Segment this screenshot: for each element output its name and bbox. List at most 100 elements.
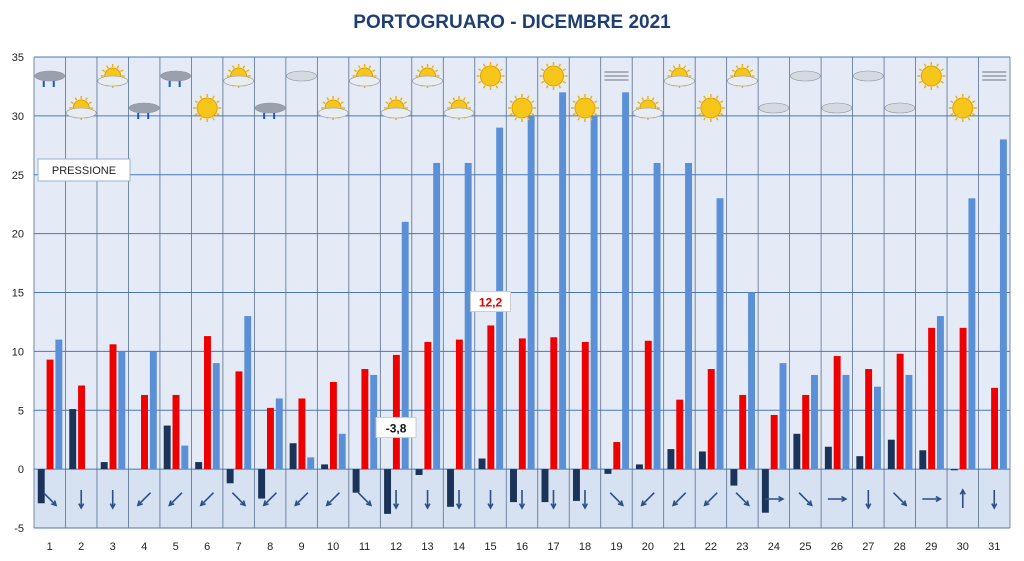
x-tick-label: 16 [516, 541, 528, 553]
bar-max-temp [424, 341, 432, 470]
sun-ray [216, 100, 220, 104]
cloud-shape [758, 102, 790, 114]
sun-ray [655, 101, 659, 105]
sun-ray [971, 100, 976, 104]
sun-ray [703, 95, 707, 99]
sun-ray [495, 63, 499, 67]
sun-ray [668, 69, 673, 73]
x-tick-label: 26 [831, 541, 843, 553]
x-tick-label: 10 [327, 541, 339, 553]
x-tick-label: 29 [925, 541, 937, 553]
bar-pressure [748, 292, 755, 470]
bar-max-temp [266, 407, 274, 470]
wind-arrow-head [51, 500, 58, 507]
x-tick-label: 14 [453, 541, 465, 553]
sun-ray [923, 85, 927, 89]
cloud-shape [160, 70, 191, 82]
sun-disc [511, 97, 533, 119]
sun-ray [955, 117, 958, 121]
sun-ray [918, 80, 923, 84]
sun-ray [967, 95, 971, 99]
sun-ray [531, 100, 535, 104]
x-tick-label: 1 [47, 541, 53, 553]
weather-sun-cloud-icon [349, 64, 380, 88]
bar-pressure [936, 316, 944, 470]
annotation-label: -3,8 [386, 421, 407, 435]
wind-arrow-head [671, 500, 679, 507]
wind-arrow-shaft [798, 492, 813, 506]
wind-arrow-head [168, 500, 175, 507]
cloud-shape [223, 75, 254, 87]
bar-max-temp [204, 336, 211, 470]
x-tick-label: 25 [799, 541, 811, 553]
y-tick-label: 20 [12, 229, 24, 241]
bar-max-temp [581, 341, 589, 470]
bar-max-temp [46, 359, 54, 470]
sun-ray [703, 117, 707, 121]
sun-ray [589, 95, 593, 99]
sun-ray [385, 101, 389, 105]
sun-ray [577, 95, 581, 99]
bar-max-temp [865, 369, 873, 470]
weather-cloud-icon [821, 102, 853, 114]
bar-min-temp [258, 469, 266, 499]
weather-sun-icon [539, 62, 568, 90]
chart-title: PORTOGRUARO - DICEMBRE 2021 [353, 12, 671, 33]
sun-ray [509, 112, 513, 116]
x-tick-label: 13 [421, 541, 433, 553]
sun-disc [196, 97, 218, 119]
bar-max-temp [487, 325, 495, 470]
sun-ray [545, 85, 549, 89]
sun-ray [531, 112, 535, 116]
bar-min-temp [573, 469, 580, 501]
bar-pressure [811, 374, 818, 470]
wind-arrow-head [199, 500, 206, 507]
bar-max-temp [455, 339, 463, 470]
bar-min-temp [415, 469, 423, 476]
sun-ray [448, 101, 452, 105]
wind-arrow-head [424, 503, 431, 510]
cloud-shape [254, 102, 286, 114]
bar-pressure [716, 198, 724, 470]
cloud-shape [853, 70, 884, 82]
x-tick-label: 28 [894, 541, 906, 553]
y-tick-label: 10 [12, 346, 24, 358]
sun-ray [637, 101, 641, 105]
wind-arrow-shaft [735, 492, 750, 506]
cloud-shape [790, 70, 821, 82]
bar-min-temp [919, 450, 927, 470]
bar-min-temp [195, 462, 203, 470]
sun-ray [199, 95, 203, 99]
bar-pressure [905, 374, 913, 470]
sun-disc [700, 97, 722, 119]
sun-ray [416, 69, 421, 73]
cloud-shape [443, 107, 475, 119]
wind-arrow-head [294, 500, 301, 507]
bar-pressure [464, 162, 472, 470]
bar-pressure [212, 363, 220, 470]
bar-pressure [653, 162, 661, 470]
x-tick-label: 5 [173, 541, 179, 553]
sun-ray [514, 117, 518, 121]
sun-ray [246, 69, 250, 73]
bar-max-temp [613, 442, 621, 470]
bar-min-temp [100, 462, 108, 470]
sun-ray [466, 101, 470, 105]
sun-ray [194, 112, 199, 116]
x-tick-label: 6 [204, 541, 210, 553]
cloud-shape [821, 102, 853, 114]
wind-arrow-shaft [357, 492, 372, 506]
bar-max-temp [928, 327, 936, 470]
bar-min-temp [604, 469, 612, 474]
wind-arrow-head [806, 500, 813, 507]
bar-min-temp [698, 451, 706, 470]
x-tick-label: 9 [299, 541, 305, 553]
sun-disc [542, 65, 564, 87]
bar-max-temp [802, 394, 810, 470]
sun-ray [589, 117, 593, 121]
wind-arrow-shaft [231, 492, 246, 506]
sun-ray [683, 65, 687, 69]
weather-sun-cloud-icon [412, 64, 443, 88]
sun-ray [399, 97, 403, 101]
bar-max-temp [991, 387, 999, 470]
